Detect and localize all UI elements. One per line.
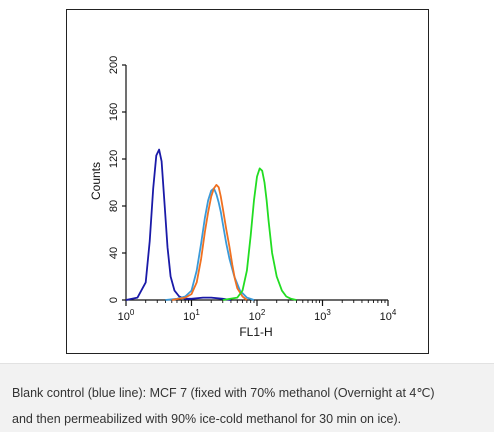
x-tick-label: 102 bbox=[249, 308, 266, 323]
x-tick-label: 101 bbox=[183, 308, 200, 323]
histogram-series bbox=[125, 148, 297, 301]
y-tick-label: 0 bbox=[108, 297, 120, 303]
y-tick-label: 40 bbox=[108, 247, 120, 259]
y-axis-label: Counts bbox=[89, 162, 103, 200]
x-ticks: 100 101 102 103 104 bbox=[118, 300, 397, 323]
histogram-line-3 bbox=[171, 183, 248, 301]
x-axis-label: FL1-H bbox=[239, 325, 272, 339]
y-tick-label: 200 bbox=[108, 56, 120, 74]
chart-figure: 0 40 80 120 160 200 100 101 102 103 104 Counts FL… bbox=[66, 9, 429, 354]
caption-line-1: Blank control (blue line): MCF 7 (fixed … bbox=[12, 386, 435, 400]
histogram-plot: 0 40 80 120 160 200 100 101 102 103 104 Counts FL… bbox=[89, 56, 397, 339]
y-tick-label: 80 bbox=[108, 200, 120, 212]
x-tick-label: 103 bbox=[314, 308, 331, 323]
y-tick-label: 160 bbox=[108, 103, 120, 121]
x-tick-label: 100 bbox=[118, 308, 135, 323]
histogram-line-1 bbox=[125, 148, 232, 301]
histogram-line-4 bbox=[222, 167, 297, 301]
caption-line-2: and then permeabilized with 90% ice-cold… bbox=[12, 412, 402, 426]
y-ticks: 0 40 80 120 160 200 bbox=[108, 56, 126, 303]
x-tick-label: 104 bbox=[380, 308, 397, 323]
y-tick-label: 120 bbox=[108, 150, 120, 168]
figure-caption: Blank control (blue line): MCF 7 (fixed … bbox=[0, 363, 494, 432]
